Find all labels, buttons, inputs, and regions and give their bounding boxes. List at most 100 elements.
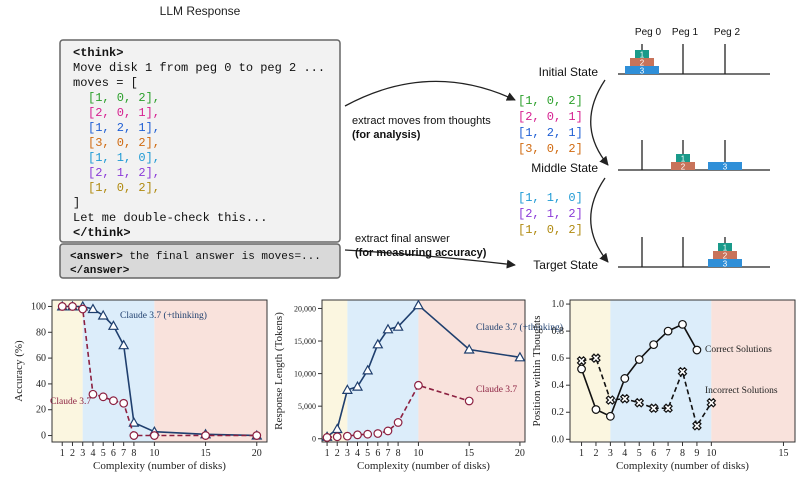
marker bbox=[634, 397, 645, 408]
disk bbox=[718, 243, 732, 251]
x-tick-label: 20 bbox=[515, 448, 525, 459]
code-line: [1, 0, 2], bbox=[88, 91, 160, 105]
marker bbox=[332, 432, 342, 442]
marker bbox=[393, 418, 403, 427]
x-tick-label: 5 bbox=[101, 448, 106, 459]
state-label: Middle State bbox=[531, 161, 598, 175]
code-line: [1, 0, 2], bbox=[88, 181, 160, 195]
marker bbox=[128, 416, 140, 427]
marker bbox=[201, 431, 210, 440]
peg-label: Peg 2 bbox=[714, 27, 741, 38]
code-line: [1, 2, 1], bbox=[88, 121, 160, 135]
extracted-move: [1, 0, 2] bbox=[518, 94, 583, 108]
x-tick-label: 6 bbox=[111, 448, 116, 459]
x-tick-label: 7 bbox=[385, 448, 390, 459]
marker bbox=[372, 338, 384, 349]
x-tick-label: 7 bbox=[121, 448, 126, 459]
disk bbox=[713, 251, 737, 259]
marker bbox=[678, 319, 687, 329]
x-tick-label: 10 bbox=[149, 448, 159, 459]
marker bbox=[362, 364, 374, 375]
marker bbox=[463, 343, 475, 354]
marker bbox=[107, 320, 119, 330]
y-tick-label: 0 bbox=[312, 435, 316, 444]
marker bbox=[57, 302, 67, 311]
x-tick-label: 15 bbox=[201, 448, 211, 459]
plot-frame bbox=[51, 299, 268, 443]
code-line: Move disk 1 from peg 0 to peg 2 ... bbox=[73, 61, 325, 75]
marker bbox=[464, 396, 474, 406]
marker bbox=[322, 433, 332, 442]
y-tick-label: 15,000 bbox=[294, 337, 316, 346]
marker bbox=[692, 420, 702, 431]
x-tick-label: 7 bbox=[666, 448, 671, 459]
x-tick-label: 6 bbox=[375, 448, 380, 459]
marker bbox=[605, 411, 615, 421]
arrow-note: (for analysis) bbox=[352, 129, 421, 141]
marker bbox=[392, 320, 404, 331]
disk-label: 3 bbox=[723, 163, 728, 172]
code-line: [2, 0, 1], bbox=[88, 106, 160, 120]
plot-frame bbox=[321, 299, 526, 443]
state-label: Initial State bbox=[539, 65, 599, 79]
y-tick-label: 60 bbox=[36, 353, 46, 364]
extracted-move: [1, 1, 0] bbox=[518, 191, 583, 205]
marker bbox=[353, 430, 362, 440]
series-label: Claude 3.7 bbox=[50, 397, 91, 407]
disk-label: 1 bbox=[681, 155, 686, 164]
marker bbox=[119, 398, 129, 408]
marker bbox=[341, 384, 353, 394]
y-axis-label: Accuracy (%) bbox=[13, 340, 25, 402]
x-tick-label: 4 bbox=[355, 448, 360, 459]
disk bbox=[671, 162, 695, 170]
disk bbox=[635, 50, 649, 58]
region bbox=[322, 300, 348, 442]
marker bbox=[118, 339, 130, 350]
region bbox=[418, 300, 525, 442]
arrow bbox=[344, 80, 516, 107]
marker bbox=[576, 356, 587, 366]
x-tick-label: 2 bbox=[70, 448, 75, 459]
disk bbox=[630, 58, 654, 66]
x-tick-label: 10 bbox=[706, 448, 716, 459]
marker bbox=[706, 397, 717, 408]
marker bbox=[591, 353, 601, 364]
x-axis-label: Complexity (number of disks) bbox=[93, 460, 226, 472]
answer-tag: <answer> bbox=[70, 251, 123, 263]
arrow bbox=[590, 79, 609, 166]
marker bbox=[677, 366, 688, 377]
x-tick-label: 2 bbox=[593, 448, 598, 459]
disk-label: 2 bbox=[723, 252, 728, 261]
disk bbox=[676, 154, 690, 162]
disk bbox=[708, 162, 742, 170]
marker bbox=[663, 326, 673, 336]
region bbox=[154, 300, 267, 442]
y-tick-label: 0.2 bbox=[552, 407, 565, 418]
marker bbox=[88, 389, 98, 399]
marker bbox=[577, 364, 586, 374]
x-tick-label: 1 bbox=[579, 448, 584, 459]
region bbox=[82, 300, 155, 442]
extracted-move: [2, 0, 1] bbox=[518, 110, 583, 124]
marker bbox=[514, 351, 526, 362]
region bbox=[52, 300, 83, 442]
y-axis-label: Position within Thoughts bbox=[531, 315, 543, 426]
x-tick-label: 20 bbox=[252, 448, 262, 459]
x-tick-label: 3 bbox=[608, 448, 613, 459]
marker bbox=[109, 396, 118, 406]
answer-box bbox=[59, 243, 341, 279]
x-tick-label: 5 bbox=[637, 448, 642, 459]
y-tick-label: 0.6 bbox=[552, 353, 565, 364]
disk-label: 1 bbox=[640, 51, 645, 60]
marker bbox=[87, 303, 99, 314]
y-tick-label: 40 bbox=[36, 379, 46, 390]
y-tick-label: 0.0 bbox=[552, 434, 565, 445]
marker bbox=[97, 309, 109, 320]
marker bbox=[414, 380, 423, 390]
response-title: LLM Response bbox=[160, 4, 241, 18]
y-tick-label: 20 bbox=[36, 405, 46, 416]
x-tick-label: 3 bbox=[345, 448, 350, 459]
series-label: Correct Solutions bbox=[705, 345, 772, 355]
extracted-move: [1, 0, 2] bbox=[518, 223, 583, 237]
y-tick-label: 10,000 bbox=[294, 370, 316, 379]
